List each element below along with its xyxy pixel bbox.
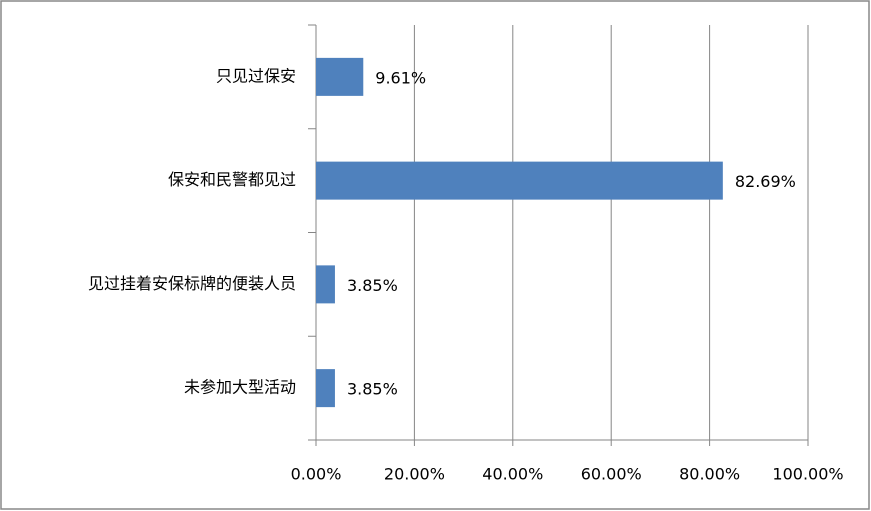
- x-tick-label: 100.00%: [772, 465, 843, 484]
- y-tick-label: 只见过保安: [216, 66, 296, 85]
- value-label: 82.69%: [735, 172, 796, 191]
- y-tick-label: 未参加大型活动: [184, 378, 296, 397]
- bar: [316, 161, 723, 200]
- x-tick-label: 40.00%: [482, 465, 543, 484]
- x-tick-label: 0.00%: [291, 465, 342, 484]
- value-label: 3.85%: [347, 276, 398, 295]
- value-label: 9.61%: [375, 68, 426, 87]
- x-tick-label: 80.00%: [679, 465, 740, 484]
- y-tick-label: 保安和民警都见过: [168, 170, 296, 189]
- x-tick-label: 20.00%: [384, 465, 445, 484]
- x-tick-label: 60.00%: [581, 465, 642, 484]
- y-tick-label: 见过挂着安保标牌的便装人员: [88, 274, 296, 293]
- bar: [316, 57, 364, 96]
- bar: [316, 369, 335, 408]
- value-label: 3.85%: [347, 380, 398, 399]
- bar: [316, 265, 335, 304]
